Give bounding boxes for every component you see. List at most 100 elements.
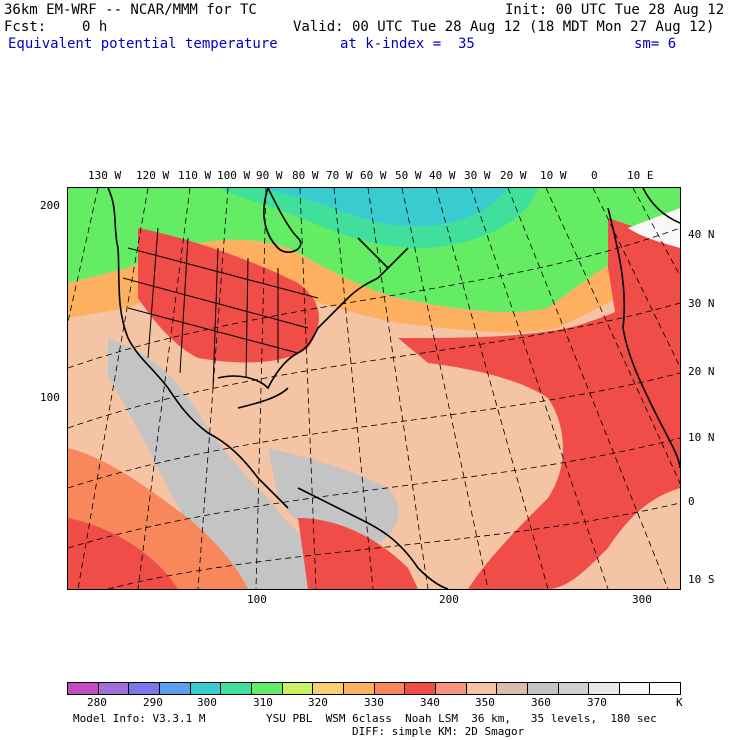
grid-x-label: 200 <box>439 593 459 606</box>
lat-label: 10 N <box>688 431 715 444</box>
parallel-10n <box>68 437 680 549</box>
lon-label: 70 W <box>326 169 353 182</box>
physics-info: YSU PBL WSM 6class Noah LSM 36 km, 35 le… <box>266 712 657 725</box>
smoothing-label: sm= 6 <box>634 36 677 52</box>
border <box>212 247 219 389</box>
meridian <box>632 188 680 277</box>
lon-label: 30 W <box>464 169 491 182</box>
level-label: at k-index = 35 <box>340 36 475 52</box>
meridian <box>470 188 609 589</box>
meridian <box>299 188 317 589</box>
model-info: Model Info: V3.3.1 M <box>73 712 206 725</box>
scale-tick: 300 <box>197 696 217 709</box>
scale-tick: 320 <box>308 696 328 709</box>
color-swatch <box>466 683 498 694</box>
grid-y-label: 100 <box>40 391 60 404</box>
lon-label: 90 W <box>256 169 283 182</box>
color-swatch <box>435 683 467 694</box>
color-swatch <box>343 683 375 694</box>
lon-label: 50 W <box>395 169 422 182</box>
lon-label: 130 W <box>88 169 122 182</box>
meridian <box>401 188 489 589</box>
pacific-coast <box>107 188 289 509</box>
lat-lon-grid <box>68 188 680 589</box>
lat-label: 40 N <box>688 228 715 241</box>
valid-time: Valid: 00 UTC Tue 28 Aug 12 (18 MDT Mon … <box>293 19 715 35</box>
state-borders <box>122 227 319 389</box>
meridian <box>77 188 149 589</box>
color-swatch <box>221 683 252 694</box>
color-swatch <box>619 683 651 694</box>
border <box>127 247 319 299</box>
scale-tick: 280 <box>87 696 107 709</box>
lon-label: 110 W <box>178 169 212 182</box>
border <box>179 237 189 374</box>
meridian <box>592 188 680 368</box>
meridian <box>197 188 229 589</box>
border <box>127 307 299 354</box>
lon-label: 10 E <box>627 169 654 182</box>
newfoundland-coast <box>357 237 389 269</box>
coastlines <box>107 188 680 589</box>
border <box>245 257 249 379</box>
parallel-0 <box>107 502 680 589</box>
lat-label: 0 <box>688 495 695 508</box>
diffusion-info: DIFF: simple KM: 2D Smagor <box>352 725 525 738</box>
south-america-warm <box>298 518 418 589</box>
color-swatch <box>98 683 130 694</box>
scale-tick: 370 <box>587 696 607 709</box>
color-scale <box>67 682 681 695</box>
lon-label: 60 W <box>360 169 387 182</box>
atlantic-coast <box>217 247 409 390</box>
warm-continent <box>138 228 319 363</box>
meridian <box>137 188 191 589</box>
forecast-hour: 0 h <box>82 19 108 35</box>
grid-y-label: 200 <box>40 199 60 212</box>
scale-unit: K <box>676 696 683 709</box>
color-swatch <box>527 683 559 694</box>
lon-label: 0 <box>591 169 598 182</box>
scale-tick: 310 <box>253 696 273 709</box>
south-america-coast <box>297 487 449 589</box>
color-swatch <box>282 683 314 694</box>
greenland-coast <box>263 188 302 253</box>
pacific-warmest <box>68 518 178 589</box>
color-swatch <box>558 683 590 694</box>
grid-x-label: 300 <box>632 593 652 606</box>
lon-label: 10 W <box>540 169 567 182</box>
cool-band <box>68 188 680 313</box>
parallel-30n <box>68 302 680 429</box>
europe-coast <box>642 188 680 224</box>
color-swatch <box>374 683 406 694</box>
gulf-coast <box>237 387 289 409</box>
lon-label: 40 W <box>429 169 456 182</box>
color-swatch <box>405 683 436 694</box>
color-swatch <box>650 683 681 694</box>
border <box>147 227 159 359</box>
model-title: 36km EM-WRF -- NCAR/MMM for TC <box>4 2 257 18</box>
parallel-40n <box>68 227 680 369</box>
field-name: Equivalent potential temperature <box>8 36 278 52</box>
parallel-20n <box>68 372 680 489</box>
africa-warm <box>608 218 680 418</box>
lat-label: 20 N <box>688 365 715 378</box>
init-time: Init: 00 UTC Tue 28 Aug 12 <box>505 2 725 18</box>
meridian <box>255 188 267 589</box>
color-swatch <box>68 683 99 694</box>
grid-x-label: 100 <box>247 593 267 606</box>
lat-label: 10 S <box>688 573 715 586</box>
color-swatch <box>497 683 528 694</box>
color-swatch <box>589 683 620 694</box>
meridian <box>367 188 429 589</box>
lon-label: 80 W <box>292 169 319 182</box>
africa-coast <box>607 207 680 469</box>
scale-tick: 330 <box>364 696 384 709</box>
meridian <box>545 188 680 485</box>
scale-tick: 290 <box>143 696 163 709</box>
lat-label: 30 N <box>688 297 715 310</box>
color-swatch <box>190 683 222 694</box>
warm-atlantic <box>398 278 680 589</box>
scale-tick: 350 <box>475 696 495 709</box>
forecast-label: Fcst: <box>4 19 47 35</box>
color-swatch <box>251 683 283 694</box>
